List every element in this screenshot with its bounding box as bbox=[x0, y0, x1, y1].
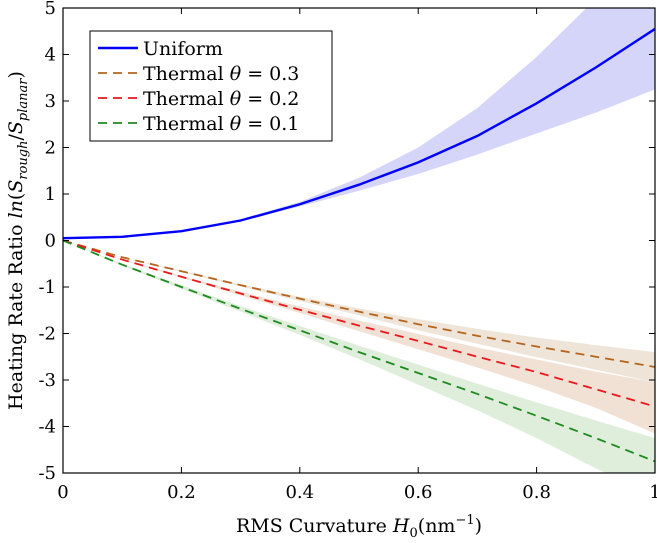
series-line-1 bbox=[63, 239, 655, 368]
y-tick-label: -2 bbox=[38, 324, 56, 345]
series-line-0 bbox=[63, 27, 655, 240]
series-lines bbox=[63, 27, 655, 463]
band-2 bbox=[63, 240, 655, 434]
x-tick-label: 1 bbox=[649, 482, 657, 503]
legend-item: Uniform bbox=[98, 38, 223, 60]
x-tick-label: 0.6 bbox=[404, 482, 433, 503]
legend-label: Uniform bbox=[143, 38, 223, 60]
x-tick-label: 0 bbox=[57, 482, 68, 503]
series-line-3 bbox=[63, 239, 655, 463]
legend-label: Thermal θ = 0.2 bbox=[143, 88, 299, 110]
legend-item: Thermal θ = 0.3 bbox=[98, 63, 299, 85]
y-tick-label: 0 bbox=[45, 231, 56, 252]
y-tick-label: -1 bbox=[38, 277, 56, 298]
y-tick-label: 2 bbox=[45, 138, 56, 159]
legend-item: Thermal θ = 0.2 bbox=[98, 88, 299, 110]
x-tick-label: 0.8 bbox=[522, 482, 551, 503]
band-3 bbox=[63, 240, 655, 473]
legend-item: Thermal θ = 0.1 bbox=[98, 113, 299, 135]
legend-label: Thermal θ = 0.3 bbox=[143, 63, 299, 85]
band-0 bbox=[63, 8, 655, 239]
x-axis-label: RMS Curvature H0(nm−1) bbox=[236, 513, 482, 541]
y-tick-label: -5 bbox=[38, 463, 56, 484]
y-tick-label: 3 bbox=[45, 91, 56, 112]
y-tick-label: 1 bbox=[45, 184, 56, 205]
x-tick-label: 0.4 bbox=[285, 482, 314, 503]
y-tick-label: 5 bbox=[45, 0, 56, 19]
x-tick-label: 0.2 bbox=[167, 482, 196, 503]
y-axis-label: Heating Rate Ratio ln(Srough/Splanar) bbox=[5, 71, 31, 410]
y-tick-label: -4 bbox=[38, 417, 56, 438]
axis-ticks: 0 0.2 0.4 0.6 0.8 1 -5 -4 -3 -2 -1 0 1 2 3 4 5 bbox=[38, 0, 657, 503]
series-line-2 bbox=[63, 239, 655, 408]
legend-label: Thermal θ = 0.1 bbox=[143, 113, 299, 135]
legend: Uniform Thermal θ = 0.3 Thermal θ = 0.2 The… bbox=[89, 30, 333, 142]
y-tick-label: -3 bbox=[38, 370, 56, 391]
y-tick-label: 4 bbox=[45, 45, 56, 66]
